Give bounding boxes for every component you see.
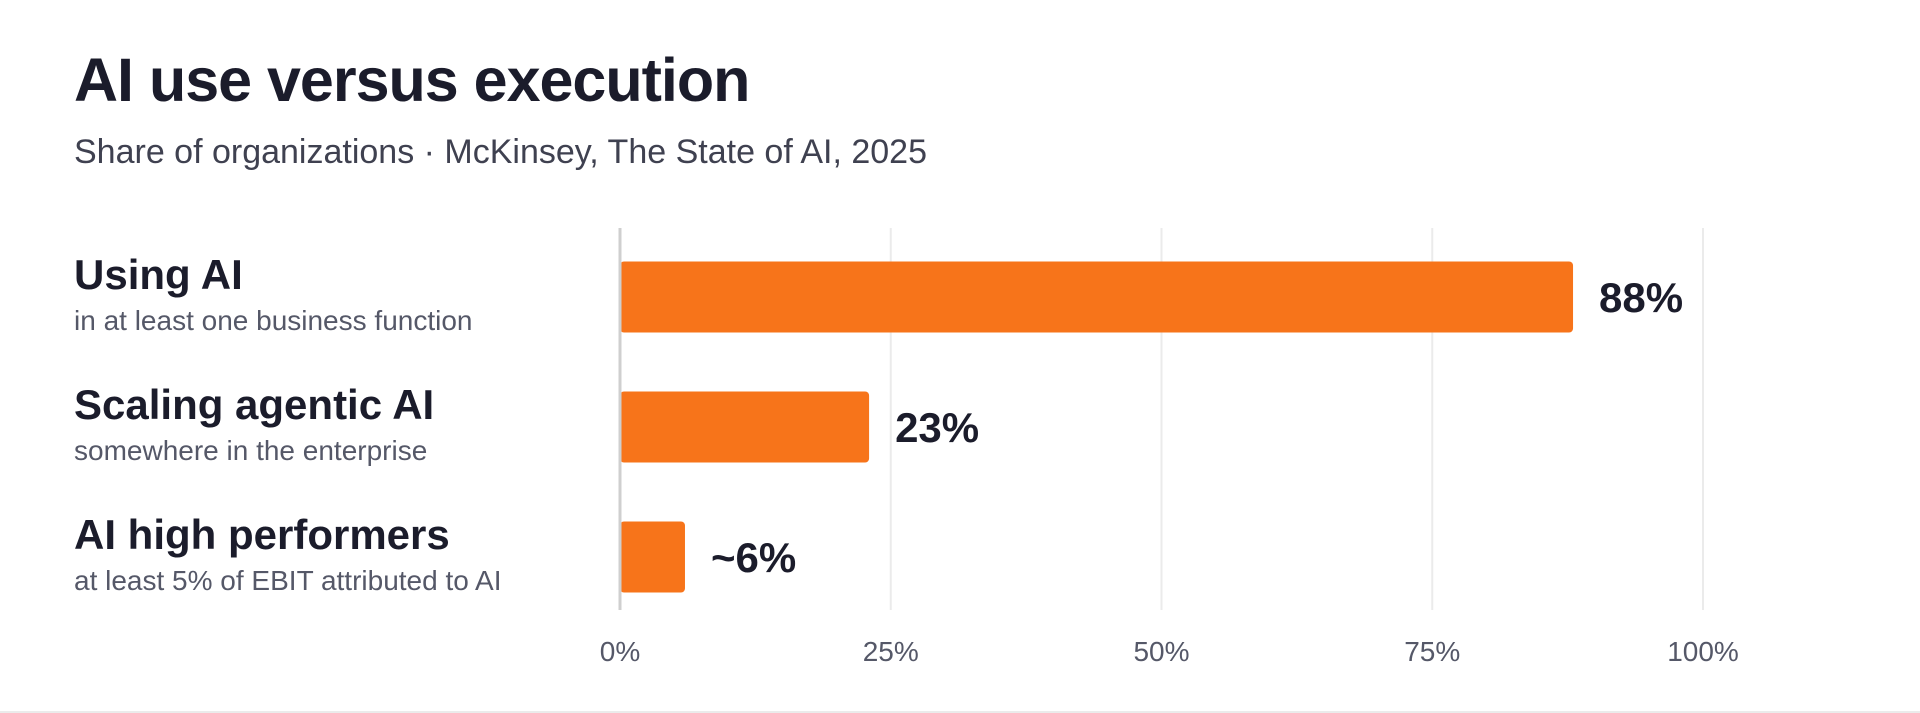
category-description: in at least one business function bbox=[74, 305, 473, 337]
x-tick-label: 25% bbox=[863, 636, 919, 667]
chart-subtitle: Share of organizations · McKinsey, The S… bbox=[74, 133, 928, 171]
row-label-using-ai: Using AI in at least one business functi… bbox=[74, 250, 472, 338]
x-tick-label: 100% bbox=[1667, 636, 1739, 667]
data-label: ~6% bbox=[711, 534, 796, 581]
x-tick-label: 75% bbox=[1404, 636, 1460, 667]
bar bbox=[620, 261, 1574, 333]
category-label: AI high performers bbox=[74, 511, 450, 558]
row-label-ai-high-performers: AI high performers at least 5% of EBIT a… bbox=[74, 510, 502, 598]
category-label: Using AI bbox=[74, 251, 243, 298]
chart-title: AI use versus execution bbox=[74, 46, 750, 114]
category-description: somewhere in the enterprise bbox=[74, 435, 428, 467]
x-tick-label: 0% bbox=[600, 636, 640, 667]
bar bbox=[620, 391, 870, 463]
data-label: 88% bbox=[1599, 274, 1683, 321]
category-description: at least 5% of EBIT attributed to AI bbox=[74, 565, 502, 597]
row-label-scaling-agentic-ai: Scaling agentic AI somewhere in the ente… bbox=[74, 380, 434, 468]
bar bbox=[620, 521, 685, 593]
x-tick-label: 50% bbox=[1133, 636, 1189, 667]
category-label: Scaling agentic AI bbox=[74, 381, 435, 428]
bottom-divider bbox=[0, 711, 1920, 713]
data-label: 23% bbox=[895, 404, 979, 451]
